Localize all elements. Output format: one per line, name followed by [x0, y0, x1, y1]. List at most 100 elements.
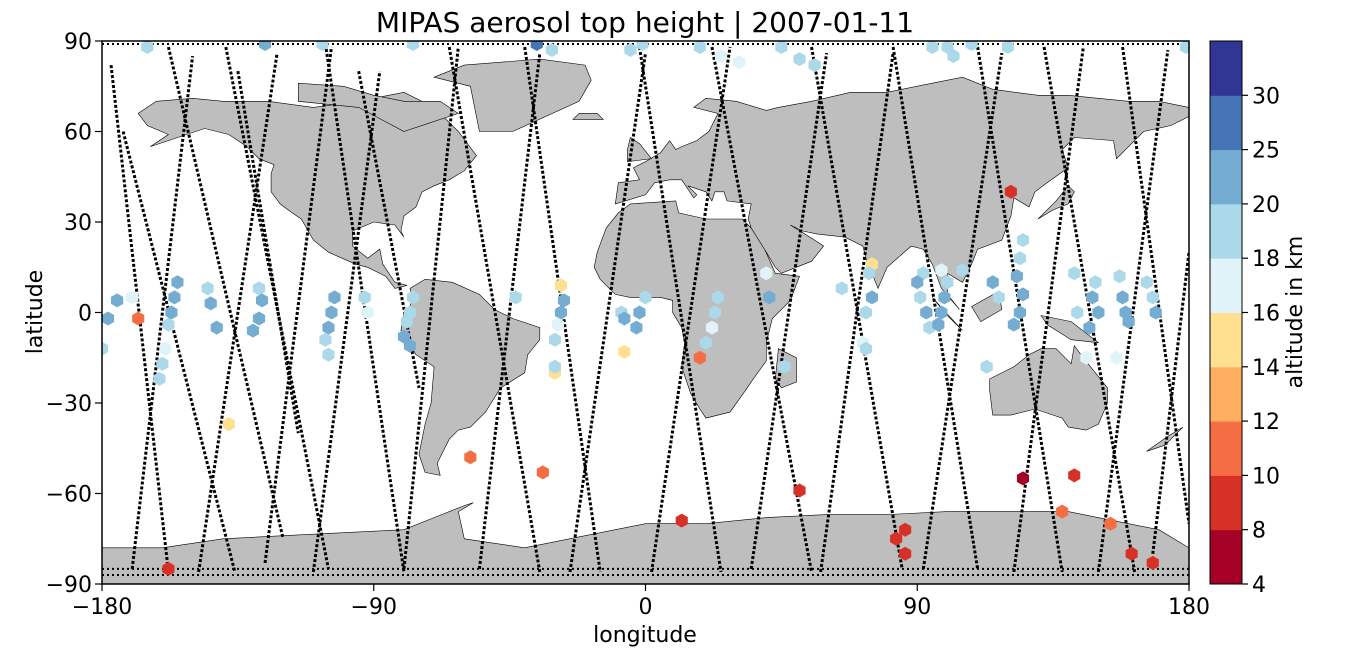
y-axis: 90 60 30 0 −30 −60 −90: [46, 30, 102, 598]
aerosol-point: [1089, 275, 1102, 290]
aerosol-point: [171, 275, 184, 290]
orbit-track: [810, 46, 904, 570]
aerosol-point: [932, 317, 945, 332]
land-shape: [102, 502, 1189, 584]
aerosol-point: [406, 290, 420, 305]
aerosol-point: [859, 305, 872, 320]
aerosol-point: [675, 513, 688, 528]
aerosol-point: [633, 305, 646, 320]
y-tick-label: −30: [46, 392, 92, 417]
aerosol-point: [705, 320, 718, 335]
chart-title: MIPAS aerosol top height | 2007-01-11: [376, 6, 914, 39]
aerosol-point: [162, 317, 175, 332]
aerosol-point: [1116, 290, 1129, 305]
aerosol-point: [733, 55, 746, 70]
aerosol-point: [1092, 305, 1105, 320]
aerosol-point: [1125, 546, 1138, 561]
aerosol-point: [509, 290, 522, 305]
aerosol-point: [126, 290, 139, 305]
aerosol-point: [210, 320, 223, 335]
aerosol-point: [358, 290, 371, 305]
orbit-track: [121, 131, 237, 573]
aerosol-point: [865, 290, 878, 305]
aerosol-point: [639, 290, 652, 305]
aerosol-point: [693, 350, 706, 365]
orbit-track: [263, 46, 333, 564]
aerosol-point: [693, 41, 706, 54]
aerosol-point: [920, 305, 933, 320]
x-axis: −180 −90 0 90 180: [72, 584, 1210, 620]
aerosol-point: [1113, 269, 1126, 284]
orbit-track: [1121, 46, 1189, 524]
aerosol-point: [1001, 41, 1014, 54]
aerosol-point: [319, 332, 332, 347]
aerosol-point: [778, 359, 791, 374]
orbit-track: [749, 52, 829, 570]
colorbar-tick-label: 14: [1252, 356, 1280, 381]
aerosol-point: [938, 290, 951, 305]
aerosol-point: [624, 43, 637, 57]
colorbar-tick-label: 10: [1252, 464, 1280, 489]
y-tick-label: −60: [46, 483, 92, 508]
aerosol-point: [1016, 233, 1029, 248]
aerosol-point: [935, 263, 948, 278]
colorbar-tick-label: 20: [1252, 193, 1280, 218]
aerosol-point: [914, 290, 927, 305]
land-shape: [400, 278, 541, 476]
orbit-track: [1096, 49, 1170, 573]
orbit-track: [819, 52, 895, 573]
aerosol-point: [322, 347, 335, 362]
aerosol-point: [935, 305, 948, 320]
aerosol-point: [1068, 468, 1081, 483]
aerosol-point: [222, 417, 235, 432]
orbit-track: [637, 46, 723, 573]
aerosol-point: [911, 275, 924, 290]
colorbar-segment: [1210, 41, 1242, 96]
aerosol-point: [947, 49, 960, 64]
x-tick-label: 180: [1168, 595, 1210, 620]
orbit-track: [402, 46, 460, 570]
aerosol-point: [636, 41, 649, 51]
aerosol-point: [793, 483, 806, 498]
aerosol-point: [926, 41, 939, 54]
aerosol-point: [1004, 184, 1017, 199]
y-tick-label: 90: [64, 30, 92, 55]
colorbar-segment: [1210, 258, 1242, 313]
aerosol-point: [141, 41, 154, 54]
orbit-track: [311, 70, 382, 573]
aerosol-point: [1016, 471, 1029, 486]
aerosol-point: [1056, 504, 1069, 519]
aerosol-point: [168, 290, 181, 305]
aerosol-point: [1146, 290, 1159, 305]
x-axis-label: longitude: [593, 623, 697, 648]
aerosol-point: [536, 465, 549, 480]
land-shape: [627, 137, 653, 163]
aerosol-point: [1110, 350, 1123, 365]
aerosol-point: [760, 266, 773, 281]
land-shape: [614, 76, 1189, 310]
aerosol-point: [252, 311, 266, 326]
aerosol-point: [111, 293, 124, 308]
aerosol-point: [899, 522, 912, 537]
aerosol-point: [530, 41, 543, 51]
orbit-track: [568, 52, 647, 573]
aerosol-point: [708, 305, 721, 320]
aerosol-point: [1086, 290, 1099, 305]
orbit-track: [477, 52, 542, 570]
orbit-track: [166, 46, 285, 540]
aerosol-point: [132, 311, 145, 326]
aerosol-point: [156, 356, 169, 371]
colorbar-segment: [1210, 149, 1242, 205]
aerosol-point: [1122, 314, 1135, 329]
aerosol-point: [775, 41, 788, 54]
aerosol-point: [322, 320, 335, 335]
aerosol-point: [252, 281, 266, 296]
colorbar: 4 8 10 12 14 16 18 20 25 30: [1209, 40, 1280, 598]
aerosol-point: [557, 293, 570, 308]
colorbar-segment: [1210, 366, 1242, 422]
aerosol-point: [1016, 287, 1029, 302]
aerosol-point: [890, 531, 903, 546]
aerosol-point: [548, 359, 561, 374]
aerosol-point: [545, 43, 558, 57]
